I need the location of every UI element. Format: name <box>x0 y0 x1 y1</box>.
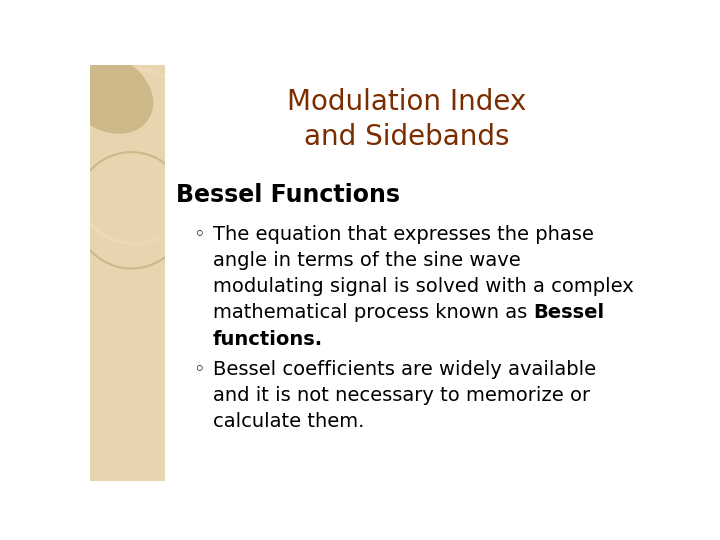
Text: and Sidebands: and Sidebands <box>304 123 510 151</box>
Text: Bessel: Bessel <box>534 303 604 322</box>
FancyBboxPatch shape <box>90 65 166 481</box>
Text: Bessel Functions: Bessel Functions <box>176 183 400 207</box>
Text: Modulation Index: Modulation Index <box>287 87 526 116</box>
Text: angle in terms of the sine wave: angle in terms of the sine wave <box>213 251 521 270</box>
Text: ◦: ◦ <box>193 360 204 379</box>
Text: modulating signal is solved with a complex: modulating signal is solved with a compl… <box>213 277 634 296</box>
Text: The equation that expresses the phase: The equation that expresses the phase <box>213 225 593 244</box>
Text: and it is not necessary to memorize or: and it is not necessary to memorize or <box>213 386 590 405</box>
Text: Bessel coefficients are widely available: Bessel coefficients are widely available <box>213 360 596 379</box>
Ellipse shape <box>65 54 153 134</box>
Text: ◦: ◦ <box>193 225 204 244</box>
Text: mathematical process known as: mathematical process known as <box>213 303 534 322</box>
Text: functions.: functions. <box>213 329 323 349</box>
Text: calculate them.: calculate them. <box>213 413 364 431</box>
